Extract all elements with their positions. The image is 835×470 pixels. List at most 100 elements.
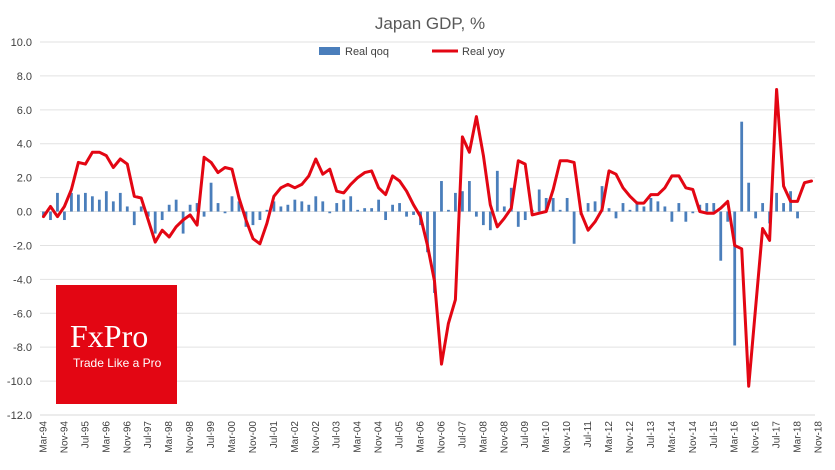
qoq-bar [391,204,394,212]
x-tick-label: Nov-16 [751,421,762,454]
qoq-bar [775,192,778,212]
qoq-bar [691,211,695,214]
qoq-bar [488,211,492,231]
x-tick-label: Mar-02 [290,421,301,453]
y-tick-label: -6.0 [13,308,32,320]
qoq-bar [670,211,674,222]
qoq-bar [209,182,213,212]
qoq-bar [118,192,122,212]
qoq-bar [216,203,220,212]
qoq-bar [258,211,262,221]
qoq-bar [705,203,709,212]
qoq-bar [740,121,744,212]
x-tick-label: Nov-06 [436,421,447,454]
qoq-bar [642,206,646,212]
qoq-bar [412,211,415,215]
x-tick-label: Nov-10 [562,421,573,454]
qoq-bar [726,211,730,222]
qoq-bar [635,201,639,212]
legend-label-real-qoq: Real qoq [345,46,389,58]
qoq-bar [565,197,569,212]
x-tick-label: Mar-94 [38,421,49,453]
qoq-bar [384,211,388,221]
qoq-bar [747,182,751,212]
x-tick-label: Nov-98 [185,421,196,454]
qoq-bar [467,181,471,212]
qoq-bar [558,209,562,212]
y-axis-ticks: 10.0 8.0 6.0 4.0 2.0 0.0 -2.0 -4.0 -6.0 -8.0 -10.0… [7,37,32,422]
qoq-bar [628,209,632,212]
qoq-bar [621,203,625,212]
fxpro-logo: FxPro Trade Like a Pro [56,285,177,404]
qoq-bar [600,186,604,212]
x-tick-label: Mar-00 [227,421,238,453]
qoq-bar [202,211,206,217]
x-tick-label: Mar-14 [667,421,678,453]
qoq-bar [649,197,653,212]
qoq-bar [516,211,520,227]
qoq-bar [272,201,276,212]
y-tick-label: 10.0 [11,37,32,49]
qoq-bar [377,199,381,212]
qoq-bar [49,211,52,221]
qoq-bar [125,206,129,212]
y-tick-label: -12.0 [7,410,32,422]
qoq-bar [481,211,485,226]
qoq-bar [188,204,192,212]
qoq-bar [90,196,94,212]
chart-title: Japan GDP, % [375,14,485,33]
qoq-bar [97,199,101,212]
qoq-bar [544,197,548,212]
qoq-bar [398,203,401,212]
qoq-bar [279,206,283,212]
qoq-bar [502,206,506,212]
x-tick-label: Nov-04 [374,421,385,454]
yoy-series-line [42,88,813,388]
qoq-bar [663,206,667,212]
x-tick-label: Mar-08 [478,421,489,453]
x-tick-label: Jul-17 [772,421,783,449]
qoq-bar [356,209,360,212]
x-tick-label: Jul-03 [332,421,343,449]
qoq-bar [181,211,185,234]
qoq-bar [77,194,80,212]
qoq-bar [167,204,171,212]
qoq-bar [70,192,73,212]
qoq-bar [349,196,353,212]
qoq-bar [363,208,367,212]
x-tick-label: Jul-07 [457,421,468,449]
qoq-bar [111,201,115,212]
legend: Real qoq Real yoy [319,46,505,58]
qoq-bar [132,211,136,226]
x-tick-label: Nov-00 [248,421,259,454]
qoq-bar [237,201,241,212]
qoq-bar [447,209,450,212]
qoq-bar [307,204,311,212]
x-tick-label: Mar-10 [541,421,552,453]
x-tick-label: Jul-95 [80,421,91,449]
qoq-bar [712,203,716,212]
x-tick-label: Mar-04 [353,421,364,453]
y-tick-label: 2.0 [17,173,32,185]
qoq-bar [454,192,457,212]
y-tick-label: 4.0 [17,139,32,151]
qoq-bar [754,211,758,219]
qoq-bar [314,196,318,212]
qoq-bar [63,211,66,221]
x-tick-label: Jul-99 [206,421,217,449]
x-tick-label: Jul-15 [709,421,720,449]
qoq-bar [426,211,429,253]
qoq-bar [433,211,436,293]
qoq-bar [104,191,108,212]
qoq-bar [719,211,723,261]
logo-tagline: Trade Like a Pro [73,356,162,370]
qoq-bar [551,197,555,212]
qoq-bar [83,192,87,212]
qoq-bar [265,209,269,212]
real-qoq-bars [42,121,799,346]
legend-swatch-real-qoq [319,47,340,55]
qoq-bar [56,192,59,212]
y-tick-label: -8.0 [13,342,32,354]
x-tick-label: Nov-12 [625,421,636,454]
real-yoy-line-group [42,88,813,388]
